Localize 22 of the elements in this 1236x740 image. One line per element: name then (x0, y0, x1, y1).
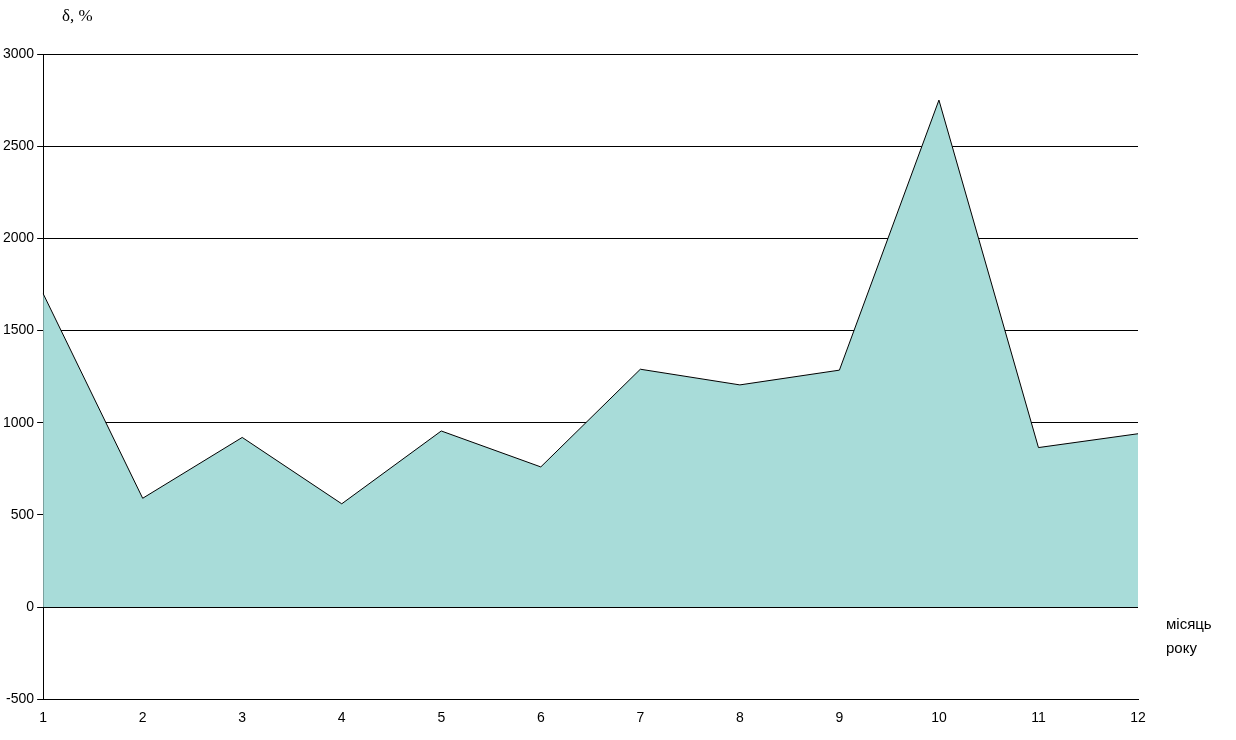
x-tick-label: 1 (39, 709, 48, 726)
x-tick-label: 3 (238, 709, 247, 726)
x-tick-label: 10 (931, 709, 947, 726)
y-tick-label: 0 (26, 597, 35, 614)
x-tick-label: 7 (636, 709, 645, 726)
x-tick-label: 6 (536, 709, 545, 726)
x-tick-label: 2 (138, 709, 147, 726)
x-tick-label: 9 (835, 709, 844, 726)
y-tick-label: 1500 (2, 321, 35, 338)
y-axis-title: δ, % (62, 6, 93, 26)
x-tick-label: 8 (735, 709, 744, 726)
x-tick-label: 5 (437, 709, 446, 726)
x-tick-label: 4 (337, 709, 346, 726)
y-tick-label: 2500 (2, 137, 35, 154)
x-tick-label: 11 (1031, 709, 1046, 726)
y-tick-label: -500 (6, 690, 35, 707)
y-tick-label: 3000 (2, 44, 35, 61)
x-axis-title: місяць року (1166, 614, 1213, 658)
y-tick-label: 2000 (2, 229, 35, 246)
y-tick-label: 500 (10, 505, 35, 522)
x-tick-label: 12 (1130, 709, 1146, 726)
y-tick-label: 1000 (2, 413, 35, 430)
